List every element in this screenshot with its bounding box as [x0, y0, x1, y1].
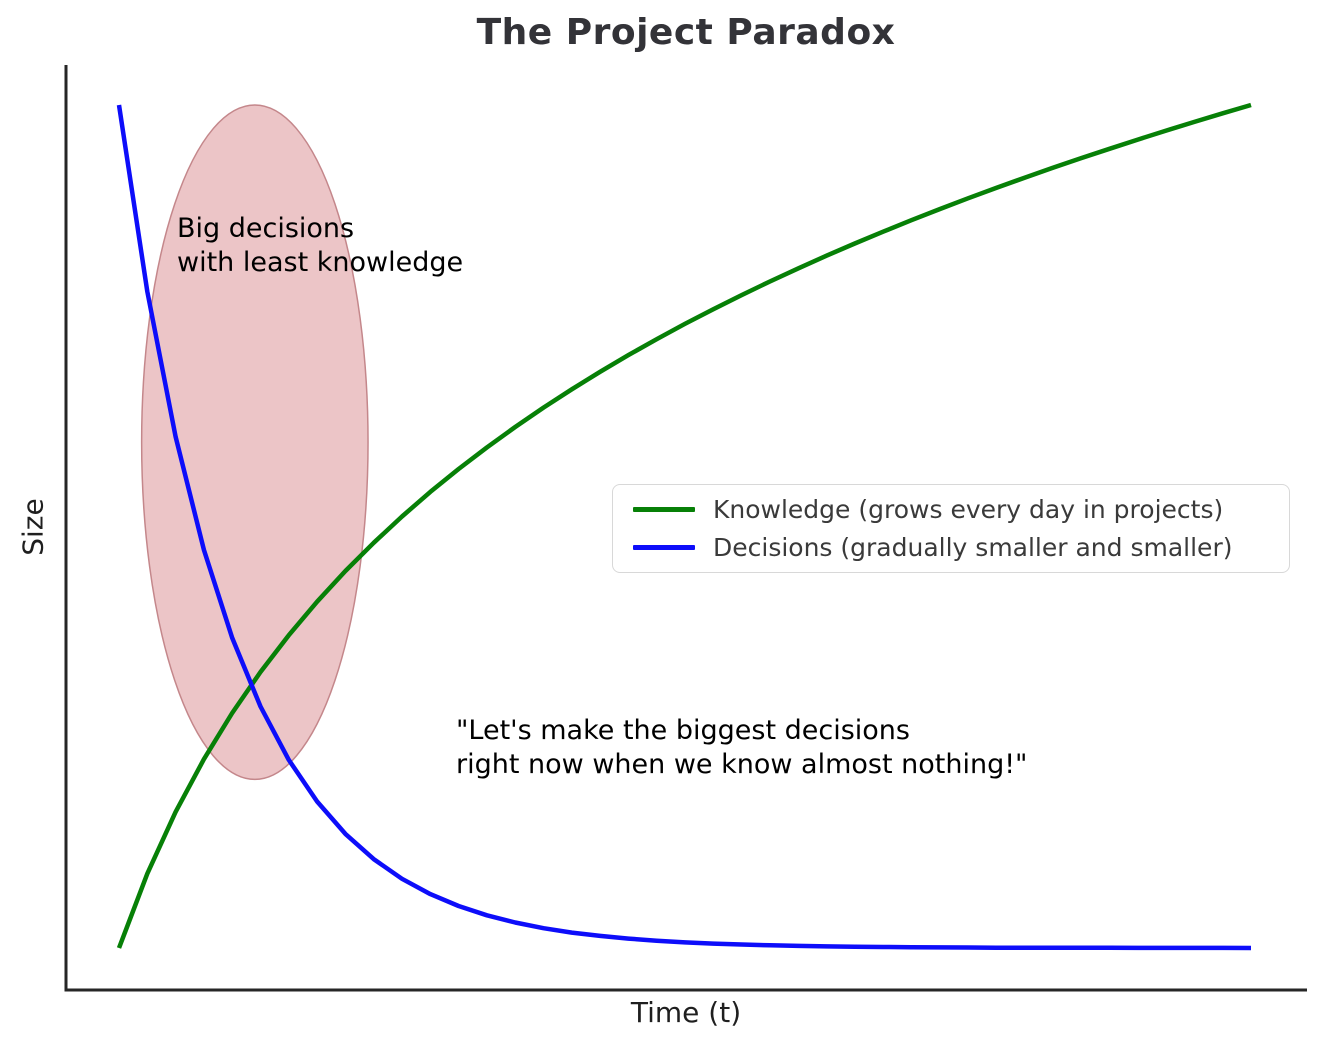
legend-item-knowledge: Knowledge (grows every day in projects) [633, 495, 1269, 524]
annotation-quote: "Let's make the biggest decisions right … [456, 715, 1028, 780]
knowledge-line-swatch [633, 507, 695, 512]
x-axis-label: Time (t) [630, 996, 742, 1029]
y-axis-label: Size [16, 498, 50, 556]
decisions-curve [116, 104, 1252, 951]
chart-title: The Project Paradox [476, 12, 896, 53]
decisions-line-swatch [633, 545, 695, 550]
legend-label-knowledge: Knowledge (grows every day in projects) [713, 495, 1224, 524]
legend: Knowledge (grows every day in projects) … [612, 484, 1290, 573]
legend-label-decisions: Decisions (gradually smaller and smaller… [713, 533, 1233, 562]
knowledge-curve [116, 102, 1252, 949]
annotation-big-decisions: Big decisions with least knowledge [177, 213, 464, 278]
legend-item-decisions: Decisions (gradually smaller and smaller… [633, 533, 1269, 562]
